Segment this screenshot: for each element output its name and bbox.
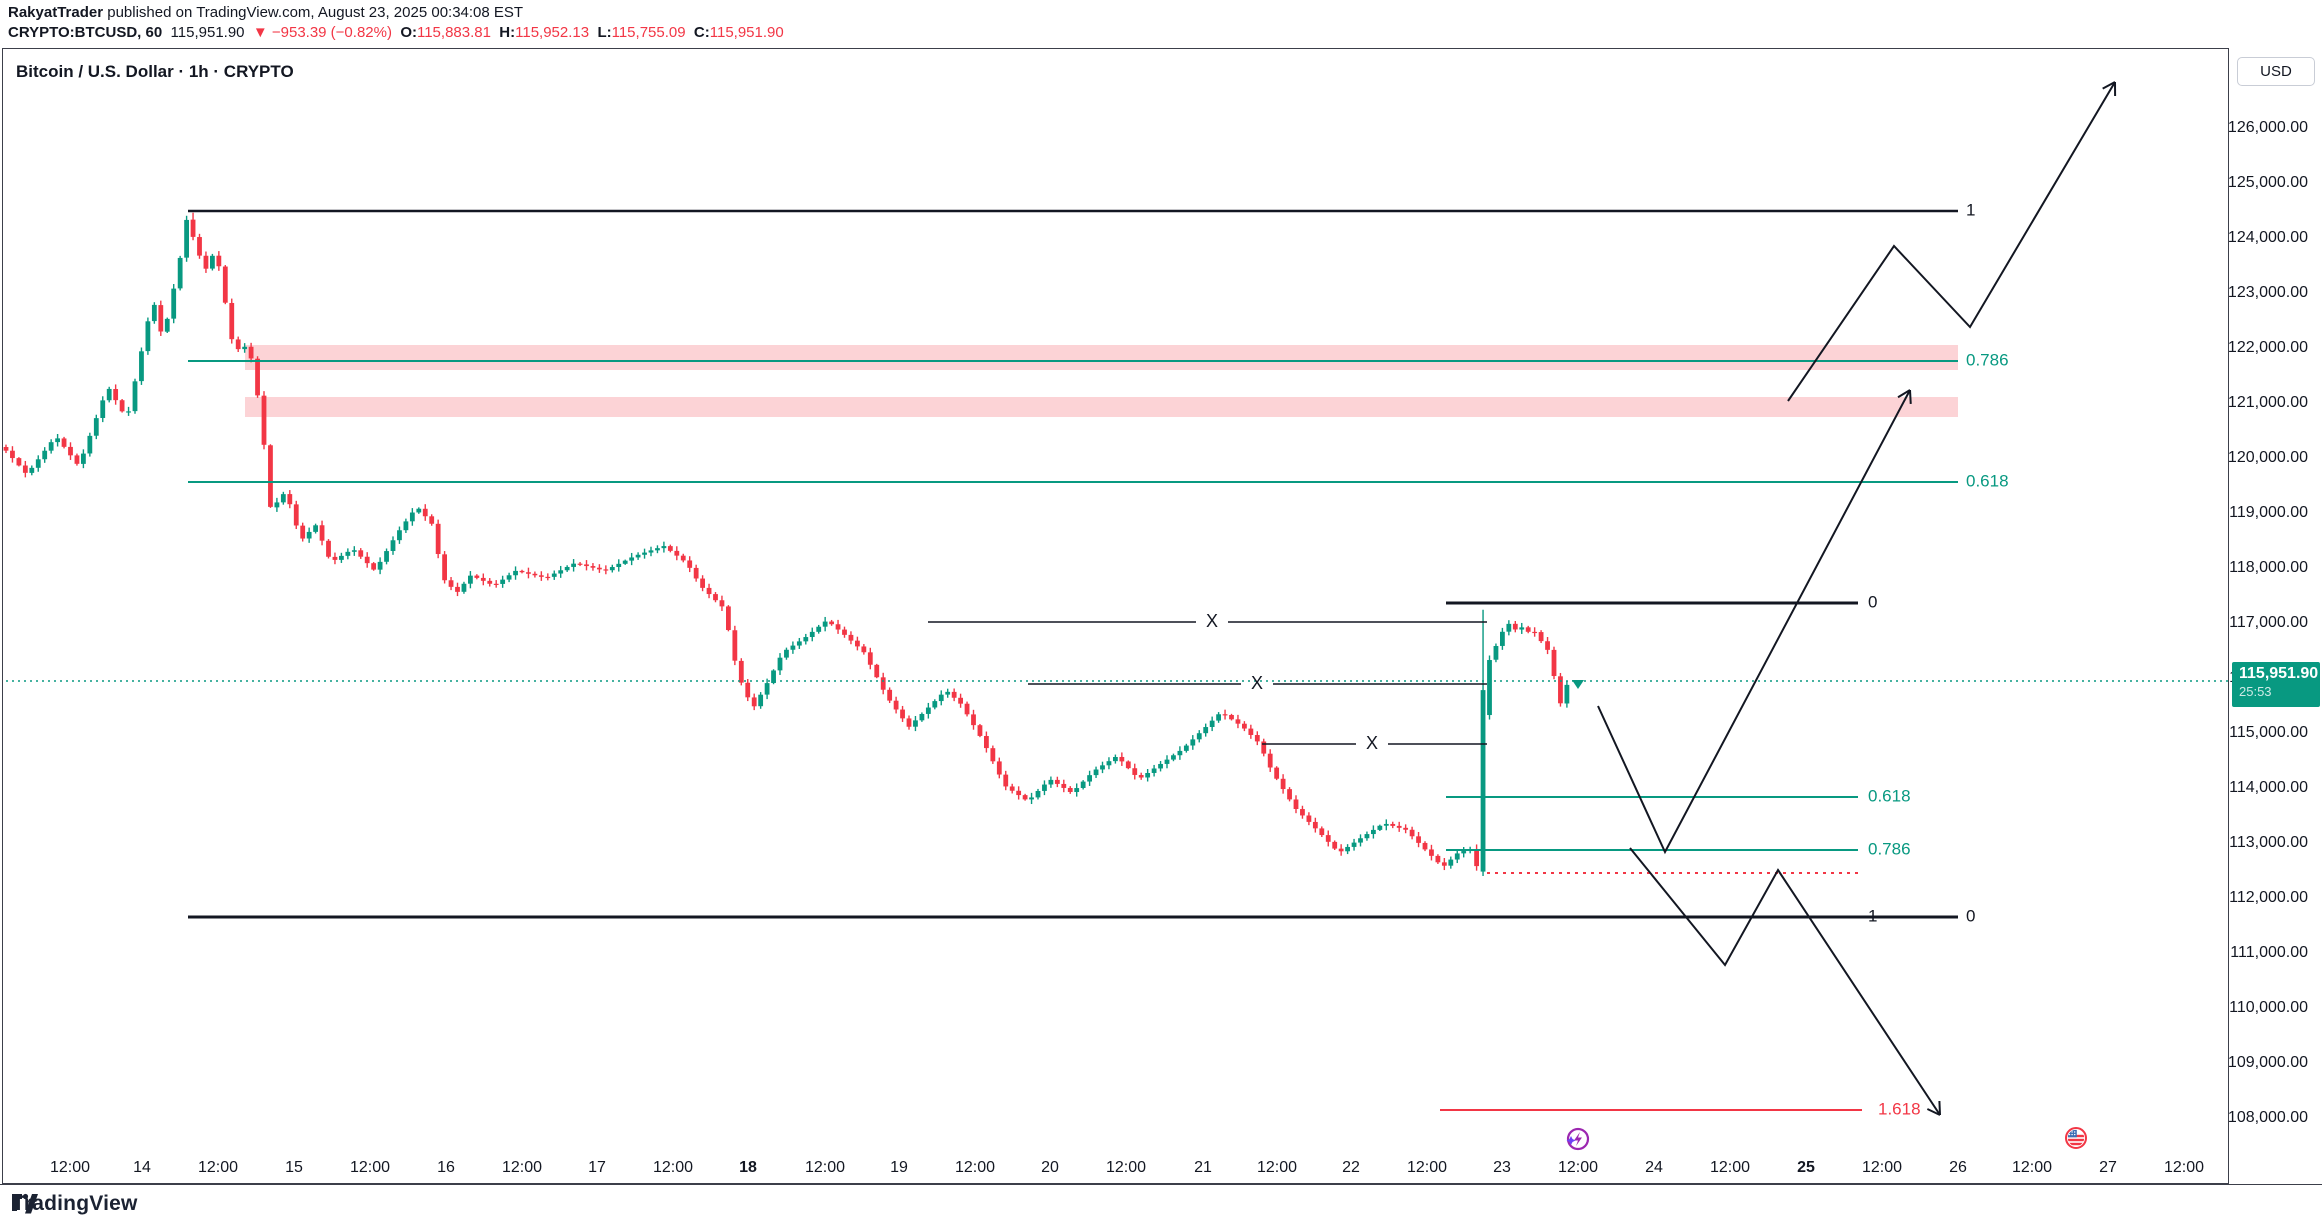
time-axis-label: 27 <box>2099 1159 2117 1176</box>
low-label: L: <box>597 24 612 41</box>
time-axis-label: 12:00 <box>1709 1159 1751 1176</box>
time-axis-label: 24 <box>1645 1159 1663 1176</box>
last-price-tag: 115,951.90 25:53 <box>2232 662 2320 707</box>
price-axis-label: 119,000.00 <box>2229 504 2308 521</box>
time-axis-label: 12:00 <box>652 1159 694 1176</box>
price-axis-label: 123,000.00 <box>2227 284 2308 301</box>
candlestick-series <box>3 212 1570 876</box>
time-axis-label: 12:00 <box>2163 1159 2205 1176</box>
time-axis-label: 12:00 <box>954 1159 996 1176</box>
open-value: 115,883.81 <box>416 24 491 41</box>
time-axis-label: 12:00 <box>804 1159 846 1176</box>
time-axis-label: 12:00 <box>1406 1159 1448 1176</box>
price-axis-label: 117,000.00 <box>2229 614 2308 631</box>
time-axis-label: 12:00 <box>2011 1159 2053 1176</box>
price-axis-label: 120,000.00 <box>2227 449 2308 466</box>
projection-arrow[interactable] <box>1597 389 1912 855</box>
price-axis-label: 112,000.00 <box>2229 889 2308 906</box>
symbol-name[interactable]: CRYPTO:BTCUSD, 60 <box>8 24 163 41</box>
time-axis-label: 17 <box>588 1159 606 1176</box>
time-axis-label: 21 <box>1194 1159 1212 1176</box>
fib-level-label: 1.618 <box>1878 1099 1921 1118</box>
fib-level-label: 0.786 <box>1966 350 2009 369</box>
price-axis-label: 115,000.00 <box>2229 724 2308 741</box>
time-axis-label: 19 <box>890 1159 908 1176</box>
time-axis-label: 15 <box>285 1159 303 1176</box>
tradingview-logo-icon <box>12 1193 38 1214</box>
supply-zone[interactable] <box>245 345 1958 370</box>
price-axis-label: 122,000.00 <box>2227 339 2308 356</box>
time-axis-label: 26 <box>1949 1159 1967 1176</box>
time-axis-label: 20 <box>1041 1159 1059 1176</box>
publish-info: RakyatTrader published on TradingView.co… <box>8 4 523 21</box>
price-axis-label: 108,000.00 <box>2227 1109 2308 1126</box>
projection-arrow[interactable] <box>1787 81 2117 402</box>
price-axis-label: 113,000.00 <box>2229 834 2308 851</box>
fib-level-label: 0.618 <box>1966 471 2009 490</box>
axis-separator <box>0 1184 2322 1185</box>
price-axis-label: 111,000.00 <box>2230 944 2308 961</box>
time-axis-label: 23 <box>1493 1159 1511 1176</box>
us-economic-event-icon[interactable] <box>2065 1127 2087 1149</box>
tradingview-logo-text: TradingView <box>12 1192 138 1215</box>
last-price-tag-value: 115,951.90 <box>2239 665 2319 682</box>
fib-level-label: 1 <box>1966 200 1975 219</box>
time-axis-label: 12:00 <box>1557 1159 1599 1176</box>
fib-level-label: 1 <box>1868 906 1877 925</box>
currency-unit-button[interactable]: USD <box>2237 57 2315 86</box>
tradingview-logo[interactable]: TradingView <box>12 1192 138 1216</box>
time-axis-label: 14 <box>133 1159 151 1176</box>
x-line-label: X <box>1251 673 1263 693</box>
time-axis-label: 12:00 <box>49 1159 91 1176</box>
time-axis-label: 12:00 <box>501 1159 543 1176</box>
time-axis-label: 12:00 <box>1861 1159 1903 1176</box>
price-axis-label: 126,000.00 <box>2227 119 2308 136</box>
time-axis-label: 22 <box>1342 1159 1360 1176</box>
time-axis-label: 16 <box>437 1159 455 1176</box>
time-axis-label: 12:00 <box>1256 1159 1298 1176</box>
time-axis-label: 12:00 <box>349 1159 391 1176</box>
close-value: 115,951.90 <box>709 24 784 41</box>
author-name: RakyatTrader <box>8 4 104 21</box>
price-axis-label: 121,000.00 <box>2227 394 2308 411</box>
supply-zone[interactable] <box>245 397 1958 417</box>
time-axis-label: 18 <box>739 1159 757 1176</box>
price-axis-label: 118,000.00 <box>2229 559 2308 576</box>
chart-legend-title[interactable]: Bitcoin / U.S. Dollar · 1h · CRYPTO <box>16 62 294 81</box>
price-axis-label: 124,000.00 <box>2227 229 2308 246</box>
fib-level-label: 0.618 <box>1868 786 1911 805</box>
time-axis-label: 25 <box>1797 1159 1815 1176</box>
fib-level-label: 0.786 <box>1868 839 1911 858</box>
bar-countdown: 25:53 <box>2239 684 2272 699</box>
high-value: 115,952.13 <box>515 24 590 41</box>
low-value: 115,755.09 <box>611 24 686 41</box>
publish-text: published on TradingView.com, August 23,… <box>103 4 524 21</box>
x-line-label: X <box>1366 733 1378 753</box>
fib-level-label: 0 <box>1966 906 1975 925</box>
time-axis-label: 12:00 <box>1105 1159 1147 1176</box>
projection-arrow[interactable] <box>1629 847 1941 1116</box>
chart-pane[interactable] <box>2 48 2229 1184</box>
last-price-marker <box>1572 680 1584 689</box>
symbol-ohlc-row: CRYPTO:BTCUSD, 60 115,951.90 ▼ −953.39 (… <box>8 24 784 41</box>
close-label: C: <box>693 24 710 41</box>
open-label: O: <box>400 24 417 41</box>
x-line-label: X <box>1206 611 1218 631</box>
crypto-event-icon[interactable] <box>1566 1127 1590 1151</box>
high-label: H: <box>499 24 516 41</box>
last-price: 115,951.90 <box>170 24 245 41</box>
price-axis-label: 109,000.00 <box>2227 1054 2308 1071</box>
price-axis-label: 114,000.00 <box>2229 779 2308 796</box>
time-axis-label: 12:00 <box>197 1159 239 1176</box>
price-change: ▼ −953.39 (−0.82%) <box>252 24 392 41</box>
price-axis-label: 125,000.00 <box>2227 174 2308 191</box>
fib-level-label: 0 <box>1868 592 1877 611</box>
price-axis-label: 110,000.00 <box>2229 999 2308 1016</box>
